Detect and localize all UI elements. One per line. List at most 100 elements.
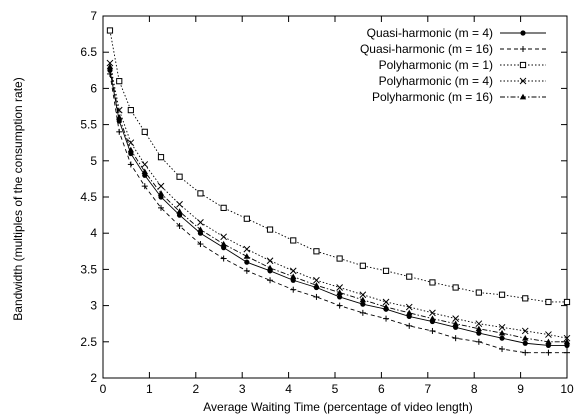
marker-square xyxy=(106,27,114,34)
marker-triangle xyxy=(452,320,459,327)
data-point xyxy=(382,298,390,306)
marker-cross-b xyxy=(521,327,529,335)
x-tick-label: 3 xyxy=(239,382,246,396)
data-point xyxy=(452,315,459,322)
data-point xyxy=(382,267,390,274)
x-tick-label: 4 xyxy=(285,382,292,396)
marker-cross-b xyxy=(382,298,390,306)
data-point xyxy=(359,291,367,299)
data-point xyxy=(405,303,413,311)
data-point xyxy=(563,338,571,345)
marker-cross-b xyxy=(220,233,227,241)
data-point xyxy=(336,302,343,309)
data-point xyxy=(545,331,552,338)
legend-item-2: Quasi-harmonic (m = 16) xyxy=(360,42,546,56)
marker-triangle xyxy=(243,253,251,259)
data-point xyxy=(564,349,570,356)
marker-square xyxy=(406,273,413,280)
y-tick-label: 5.5 xyxy=(80,118,97,132)
marker-cross-b xyxy=(336,284,343,291)
data-point xyxy=(563,334,571,342)
data-point xyxy=(522,295,529,302)
data-point xyxy=(520,46,526,52)
data-point xyxy=(406,322,413,329)
marker-triangle xyxy=(127,146,135,153)
data-point xyxy=(498,329,506,336)
x-tick-label: 10 xyxy=(560,382,574,396)
data-point xyxy=(545,349,552,356)
series-line xyxy=(109,73,567,354)
data-point xyxy=(360,301,366,307)
marker-square xyxy=(563,298,571,306)
data-point xyxy=(336,289,343,295)
data-point xyxy=(127,146,135,153)
data-point xyxy=(499,346,506,353)
y-tick-label: 2 xyxy=(90,371,97,385)
data-point xyxy=(475,325,483,332)
x-tick-label: 0 xyxy=(100,382,107,396)
marker-cross-b xyxy=(563,334,571,342)
marker-cross-b xyxy=(519,77,527,85)
marker-triangle xyxy=(313,282,320,288)
series-line xyxy=(109,70,567,346)
data-point xyxy=(359,309,366,316)
data-point xyxy=(141,183,148,190)
data-point xyxy=(106,27,114,34)
series-2 xyxy=(106,70,570,356)
marker-cross-b xyxy=(405,303,413,311)
marker-square xyxy=(290,237,297,244)
marker-square xyxy=(545,298,552,306)
data-point xyxy=(476,330,482,336)
marker-cross-b xyxy=(197,218,204,226)
data-point xyxy=(382,303,390,310)
data-point xyxy=(141,161,149,168)
x-tick-label: 7 xyxy=(424,382,431,396)
data-point xyxy=(429,315,436,322)
data-point xyxy=(106,63,114,70)
data-point xyxy=(498,323,506,331)
legend-item-4: Polyharmonic (m = 4) xyxy=(379,74,546,88)
data-point xyxy=(197,218,204,226)
marker-circle xyxy=(360,301,366,307)
marker-triangle xyxy=(197,226,204,232)
data-point xyxy=(141,168,148,175)
marker-circle xyxy=(520,30,526,36)
data-point xyxy=(359,262,366,269)
marker-square xyxy=(475,289,482,296)
data-point xyxy=(313,248,320,255)
marker-square xyxy=(359,262,366,269)
data-point xyxy=(158,204,164,211)
x-tick-label: 8 xyxy=(471,382,478,396)
marker-square xyxy=(522,295,529,302)
marker-cross-b xyxy=(452,315,459,322)
data-point xyxy=(359,296,367,303)
legend-label: Polyharmonic (m = 4) xyxy=(379,74,493,88)
series-4 xyxy=(106,59,571,342)
data-point xyxy=(475,320,483,328)
data-point xyxy=(243,253,251,259)
series-3 xyxy=(106,27,571,306)
marker-triangle xyxy=(176,208,183,214)
marker-triangle xyxy=(498,329,506,336)
marker-square xyxy=(336,255,343,262)
marker-circle xyxy=(522,340,528,346)
marker-cross-b xyxy=(115,106,123,114)
marker-cross-b xyxy=(266,257,274,265)
x-axis-ticks: 0 1 2 3 4 5 6 7 8 9 10 xyxy=(100,16,574,396)
y-axis-ticks: 2 2.5 3 3.5 4 4.5 5 5.5 6 6.5 7 xyxy=(80,9,567,385)
data-point xyxy=(243,267,250,274)
data-point xyxy=(563,298,571,306)
y-tick-label: 6.5 xyxy=(80,45,97,59)
data-point xyxy=(141,128,148,135)
legend-item-5: Polyharmonic (m = 16) xyxy=(372,90,546,104)
y-tick-label: 4.5 xyxy=(80,190,97,204)
marker-triangle xyxy=(290,273,297,280)
marker-square xyxy=(452,284,459,291)
data-point xyxy=(157,154,165,161)
data-point xyxy=(197,226,204,232)
legend-item-3: Polyharmonic (m = 1) xyxy=(379,58,546,72)
series-layer xyxy=(106,27,571,356)
marker-cross-b xyxy=(127,139,135,147)
y-tick-label: 5 xyxy=(90,154,97,168)
